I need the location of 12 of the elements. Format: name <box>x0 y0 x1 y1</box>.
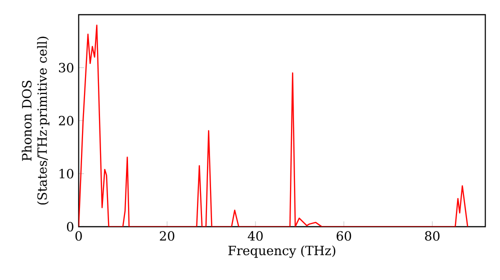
y-tick-label: 30 <box>59 62 74 72</box>
x-tick-label: 60 <box>336 231 352 241</box>
x-tick-label: 40 <box>248 231 263 241</box>
x-axis-title: Frequency (THz) <box>228 245 336 258</box>
x-tick-label: 80 <box>425 231 440 241</box>
x-tick-label: 0 <box>75 231 82 241</box>
y-tick-label: 0 <box>66 222 74 232</box>
y-tick-label: 20 <box>58 116 74 126</box>
line-series <box>78 24 468 227</box>
x-tick-label: 20 <box>160 231 174 241</box>
y-tick-label: 10 <box>60 168 74 178</box>
y-axis-title: Phonon DOS (States/THz·primitive cell) <box>22 36 50 205</box>
